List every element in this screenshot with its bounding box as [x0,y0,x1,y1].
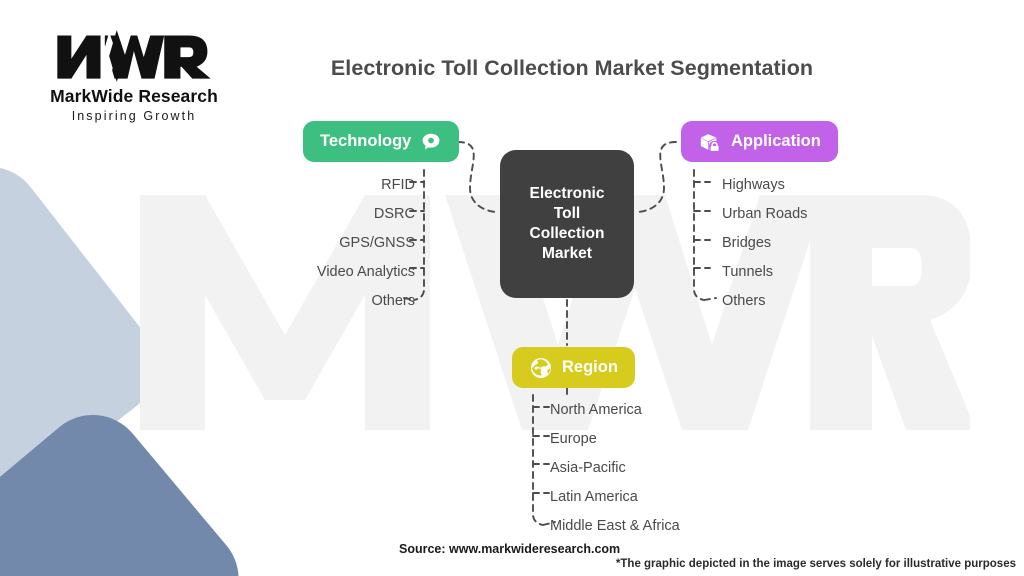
branch-label-technology: Technology [320,132,412,150]
chat-bubble-icon [422,133,440,149]
globe-icon [531,357,551,378]
list-item: Others [371,292,415,309]
mwr-monogram-icon [57,30,211,82]
list-item: Highways [722,176,785,193]
disclaimer-label: *The graphic depicted in the image serve… [615,558,1016,570]
list-item: Bridges [722,234,772,251]
box-lock-icon [700,133,721,152]
brand-name: MarkWide Research [50,86,218,106]
brand-tagline: Inspiring Growth [71,109,197,123]
list-item: Urban Roads [722,205,808,222]
branch-items-application: Highways Urban Roads Bridges Tunnels Oth… [722,170,982,315]
list-item: GPS/GNSS [339,234,415,251]
source-label: Source: www.markwideresearch.com [399,542,621,556]
list-item: Latin America [550,488,638,505]
branch-label-region: Region [562,358,618,376]
list-item: Europe [550,430,597,447]
center-node-label: Electronic Toll Collection Market [530,184,605,263]
branch-items-region: North America Europe Asia-Pacific Latin … [550,395,850,540]
list-item: Middle East & Africa [550,517,680,534]
list-item: Tunnels [722,263,774,280]
center-line-2: Toll [553,205,581,223]
list-item: DSRC [373,205,415,222]
branch-badge-region[interactable]: Region [512,347,635,388]
list-item: Asia-Pacific [550,459,626,476]
branch-badge-application[interactable]: Application [681,121,838,162]
page-title: Electronic Toll Collection Market Segmen… [330,56,814,80]
center-node: Electronic Toll Collection Market [500,150,634,298]
list-item: Video Analytics [316,263,415,280]
center-line-3: Collection [529,225,605,242]
branch-items-technology: RFID DSRC GPS/GNSS Video Analytics Other… [180,170,415,315]
center-line-1: Electronic [529,185,605,203]
center-line-4: Market [542,244,592,262]
list-item: North America [550,401,642,418]
list-item: Others [722,292,766,309]
branch-badge-technology[interactable]: Technology [303,121,460,162]
list-item: RFID [381,176,415,193]
brand-logo: MarkWide Research Inspiring Growth [24,28,244,123]
branch-label-application: Application [731,132,821,150]
